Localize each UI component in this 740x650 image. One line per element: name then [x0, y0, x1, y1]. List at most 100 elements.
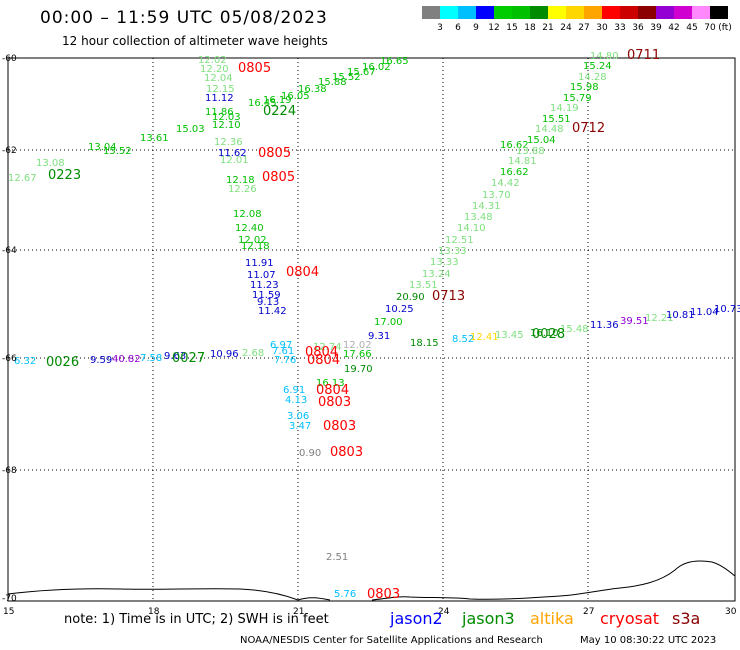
- axis-labels: -60 -62 -64 -66 -68 -70 15 18 21 24 27 30: [2, 54, 737, 617]
- wave-height-reading: 12.36: [214, 137, 243, 148]
- colorbar-swatch: [440, 6, 458, 19]
- map-frame: [7, 57, 736, 602]
- wave-height-reading: 14.81: [508, 156, 537, 167]
- colorbar-swatch: [422, 6, 440, 19]
- wave-height-reading: 6.91: [283, 385, 305, 396]
- pass-time-label: 0804: [305, 345, 338, 360]
- legend-item-altika: altika: [530, 609, 574, 628]
- pass-time-label: 0026: [46, 355, 79, 370]
- wave-height-reading: 18.15: [410, 338, 439, 349]
- latitude-label: -60: [2, 54, 17, 64]
- colorbar-tick-label: 21: [542, 23, 554, 33]
- pass-time-label: 0224: [263, 104, 296, 119]
- wave-height-reading: 13.45: [495, 330, 524, 341]
- wave-height-reading: 15.48: [560, 324, 589, 335]
- wave-height-reading: 13.33: [438, 246, 467, 257]
- wave-height-reading: 13.88: [516, 146, 545, 157]
- pass-time-label: 0713: [432, 289, 465, 304]
- wave-height-reading: 15.88: [318, 77, 347, 88]
- wave-height-reading: 16.38: [298, 84, 327, 95]
- wave-height-reading: 8.52: [452, 334, 474, 345]
- wave-height-reading: 13.04: [88, 142, 117, 153]
- wave-height-reading: 7.76: [274, 355, 296, 366]
- wave-height-reading: 3.06: [287, 411, 309, 422]
- latitude-label: -64: [2, 246, 17, 256]
- wave-height-reading: 15.51: [542, 114, 571, 125]
- page-title: 00:00 – 11:59 UTC 05/08/2023: [40, 8, 328, 28]
- colorbar-swatch: [584, 6, 602, 19]
- wave-height-reading: 11.86: [205, 107, 234, 118]
- wave-height-reading: 6.32: [14, 356, 36, 367]
- wave-height-reading: 11.36: [590, 320, 619, 331]
- wave-height-reading: 6.97: [270, 340, 292, 351]
- wave-height-reading: 2.68: [242, 348, 264, 359]
- longitude-label: 15: [3, 607, 14, 617]
- legend-item-cryosat: cryosat: [600, 609, 660, 628]
- page-subtitle: 12 hour collection of altimeter wave hei…: [62, 34, 328, 48]
- colorbar-swatch: [494, 6, 512, 19]
- wave-height-reading: 12.41: [470, 332, 499, 343]
- wave-height-reading: 16.02: [362, 62, 391, 73]
- pass-time-label: 0028: [532, 327, 565, 342]
- coastline-east: [371, 560, 736, 601]
- wave-height-reading: 12.40: [235, 223, 264, 234]
- colorbar-tick-label: 15: [506, 23, 518, 33]
- colorbar-swatch: [620, 6, 638, 19]
- wave-height-reading: 0.90: [299, 448, 321, 459]
- colorbar-tick-label: 12: [488, 23, 500, 33]
- wave-height-reading: 12.21: [645, 313, 674, 324]
- footnote: note: 1) Time is in UTC; 2) SWH is in fe…: [64, 612, 329, 627]
- wave-height-reading: 16.10: [530, 328, 559, 339]
- colorbar-swatch: [674, 6, 692, 19]
- credit-date: May 10 08:30:22 UTC 2023: [580, 635, 717, 646]
- passes-layer: 0805 0224 0805 0805 0223 0804 0711 0712 0713 0028…: [46, 48, 660, 602]
- wave-height-reading: 13.51: [409, 280, 438, 291]
- latitude-label: -62: [2, 146, 17, 156]
- legend-item-s3a: s3a: [672, 609, 701, 628]
- pass-time-label: 0223: [48, 168, 81, 183]
- wave-height-reading: 16.05: [281, 91, 310, 102]
- wave-height-reading: 12.51: [445, 235, 474, 246]
- colorbar-swatch: [656, 6, 674, 19]
- colorbar-swatch: [458, 6, 476, 19]
- latitude-label: -68: [2, 466, 17, 476]
- wave-height-reading: 12.26: [228, 184, 257, 195]
- wave-height-reading: 5.76: [334, 589, 356, 600]
- wave-height-reading: 9.59: [90, 355, 112, 366]
- credit-line: NOAA/NESDIS Center for Satellite Applica…: [240, 635, 543, 646]
- colorbar-swatch: [512, 6, 530, 19]
- wave-height-reading: 10.73: [714, 304, 740, 315]
- wave-height-reading: 12.10: [212, 120, 241, 131]
- colorbar-swatch: [530, 6, 548, 19]
- wave-height-reading: 16.19: [263, 95, 292, 106]
- wave-height-reading: 12.15: [206, 84, 235, 95]
- wave-height-reading: 14.48: [535, 124, 564, 135]
- colorbar-swatch: [692, 6, 710, 19]
- wave-height-reading: 12.03: [212, 112, 241, 123]
- wave-height-reading: 39.51: [620, 316, 649, 327]
- pass-time-label: 0805: [258, 146, 291, 161]
- wave-height-reading: 7.58: [140, 353, 162, 364]
- pass-time-label: 0711: [627, 48, 660, 63]
- wave-height-reading: 10.81: [666, 310, 695, 321]
- wave-height-reading: 15.98: [570, 82, 599, 93]
- wave-height-reading: 14.31: [472, 201, 501, 212]
- wave-height-reading: 13.70: [482, 190, 511, 201]
- wave-height-reading: 11.42: [258, 306, 287, 317]
- wave-height-reading: 10.25: [385, 304, 414, 315]
- wave-height-reading: 12.01: [220, 155, 249, 166]
- pass-time-label: 0804: [307, 353, 340, 368]
- wave-height-reading: 15.67: [347, 67, 376, 78]
- wave-height-reading: 15.79: [563, 93, 592, 104]
- wave-height-reading: 15.52: [332, 72, 361, 83]
- readings-layer: 12.0212.2012.0412.1511.1211.8612.0312.10…: [8, 51, 740, 600]
- pass-time-label: 0803: [318, 395, 351, 410]
- latitude-label: -66: [2, 354, 17, 364]
- wave-height-reading: 15.52: [103, 146, 132, 157]
- colorbar-tick-label: 39: [650, 23, 662, 33]
- pass-time-label: 0803: [330, 445, 363, 460]
- coastline-mid: [297, 597, 331, 601]
- wave-height-reading: 10.96: [210, 349, 239, 360]
- pass-time-label: 0804: [286, 265, 319, 280]
